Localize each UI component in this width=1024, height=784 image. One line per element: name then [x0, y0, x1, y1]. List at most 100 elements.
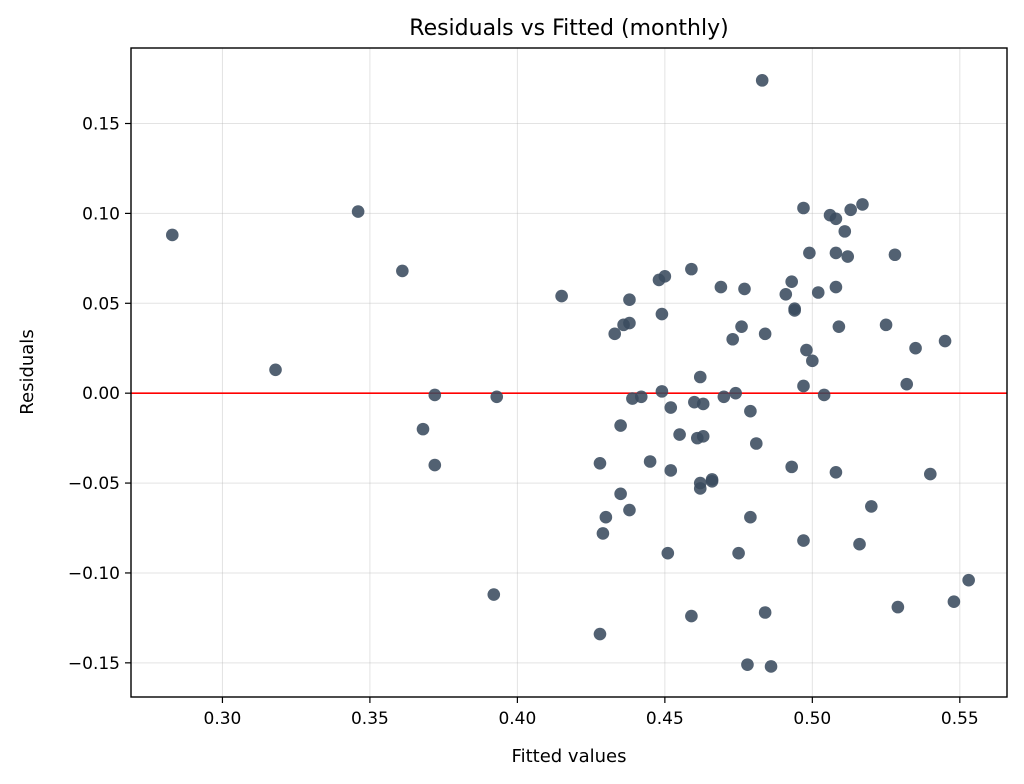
x-tick-label: 0.45	[646, 709, 684, 729]
data-point	[749, 437, 763, 450]
data-point	[165, 228, 179, 242]
data-point	[797, 201, 810, 215]
x-tick-label: 0.35	[351, 709, 389, 729]
data-point	[729, 386, 742, 400]
y-tick-label: 0.15	[82, 115, 120, 135]
data-point	[664, 401, 678, 414]
data-point	[428, 458, 442, 472]
data-point	[658, 270, 672, 283]
data-point	[696, 430, 710, 443]
data-point	[351, 205, 365, 218]
y-axis-label: Residuals	[17, 329, 38, 414]
data-point	[696, 397, 710, 411]
data-point	[673, 428, 686, 441]
x-axis-label: Fitted values	[512, 746, 627, 767]
data-point	[661, 546, 675, 560]
data-point	[555, 289, 568, 303]
data-point	[693, 482, 707, 495]
y-tick-label: −0.15	[68, 654, 120, 674]
y-tick-label: −0.05	[68, 474, 120, 494]
data-point	[717, 390, 731, 404]
data-point	[655, 385, 669, 398]
data-point	[891, 600, 905, 614]
data-point	[800, 343, 813, 357]
y-tick-label: 0.00	[82, 384, 120, 404]
y-tick-label: 0.05	[82, 294, 120, 314]
chart-title: Residuals vs Fitted (monthly)	[409, 16, 728, 41]
data-point	[838, 225, 852, 238]
data-point	[841, 250, 855, 263]
data-point	[785, 275, 798, 289]
data-point	[623, 293, 636, 306]
data-point	[396, 264, 409, 278]
data-point	[758, 327, 772, 341]
data-point	[755, 74, 769, 87]
data-point	[788, 304, 801, 317]
data-point	[888, 248, 902, 262]
data-point	[608, 327, 622, 341]
x-tick-label: 0.55	[941, 709, 979, 729]
data-point	[735, 320, 748, 333]
data-point	[599, 510, 613, 524]
data-point	[829, 465, 843, 479]
data-point	[593, 627, 607, 641]
data-point	[685, 609, 698, 623]
x-tick-label: 0.40	[498, 709, 536, 729]
data-point	[779, 287, 793, 301]
data-point	[879, 318, 893, 332]
data-point	[811, 286, 825, 299]
data-point	[634, 390, 648, 404]
data-point	[705, 473, 719, 486]
data-point	[938, 334, 952, 348]
data-point	[490, 390, 504, 404]
data-point	[428, 388, 442, 402]
data-point	[732, 546, 745, 560]
data-point	[593, 456, 607, 470]
data-point	[856, 198, 869, 211]
data-point	[829, 212, 843, 226]
data-point	[744, 510, 757, 524]
data-point	[726, 332, 739, 346]
data-point	[643, 455, 657, 468]
data-point	[596, 527, 610, 540]
data-point	[487, 588, 501, 601]
data-point	[829, 280, 843, 294]
y-tick-label: −0.10	[68, 564, 120, 584]
data-point	[623, 503, 636, 517]
x-tick-label: 0.30	[204, 709, 242, 729]
data-point	[865, 500, 878, 513]
data-point	[853, 537, 866, 551]
data-point	[797, 379, 810, 393]
x-tick-label: 0.50	[793, 709, 831, 729]
data-point	[764, 660, 778, 673]
data-point	[744, 404, 757, 418]
data-point	[962, 573, 975, 587]
data-point	[738, 282, 751, 296]
y-axis-ticks: −0.15 −0.10 −0.05 0.00 0.05 0.10 0.15	[68, 115, 131, 674]
data-point	[655, 307, 669, 321]
data-point	[614, 487, 627, 501]
y-tick-label: 0.10	[82, 204, 120, 224]
data-point	[900, 377, 914, 391]
data-point	[806, 354, 819, 368]
data-point	[924, 467, 937, 481]
data-point	[947, 595, 961, 609]
data-point	[803, 246, 816, 260]
data-point	[269, 363, 282, 377]
data-point	[623, 316, 636, 330]
x-axis-ticks: 0.30 0.35 0.40 0.45 0.50 0.55	[204, 697, 979, 729]
data-point	[832, 320, 846, 333]
data-point	[817, 388, 831, 402]
data-point	[758, 606, 772, 619]
data-point	[785, 460, 798, 474]
data-point	[797, 534, 810, 547]
plot-frame	[130, 47, 1008, 698]
data-point	[614, 419, 627, 432]
scatter-points	[165, 74, 975, 673]
data-point	[685, 262, 698, 276]
data-point	[844, 203, 857, 217]
data-point	[909, 341, 922, 355]
data-point	[664, 464, 678, 477]
